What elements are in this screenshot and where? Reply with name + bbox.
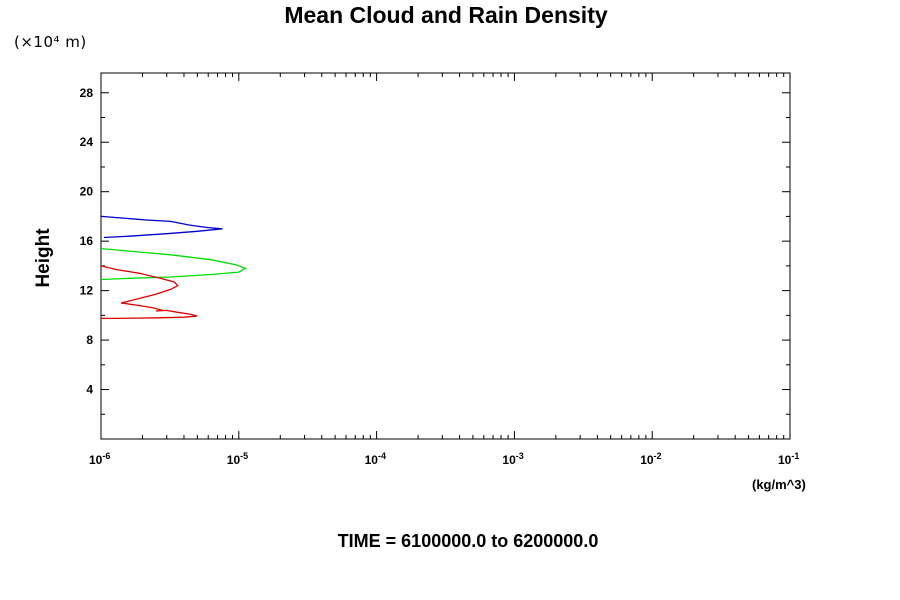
plot-frame [100, 72, 791, 440]
chart-title: Mean Cloud and Rain Density [284, 2, 608, 28]
y-tick-label: 20 [80, 185, 94, 199]
x-tick-exponent: -5 [240, 451, 248, 461]
y-tick-label: 8 [86, 333, 93, 347]
series-group [100, 215, 248, 320]
y-axis-ticks: 4 8 12 16 20 24 28 [80, 86, 790, 415]
y-tick-label: 28 [80, 86, 94, 100]
x-tick-exponent: -1 [791, 451, 799, 461]
x-tick-exponent: -6 [102, 451, 110, 461]
x-axis-unit: (kg/m^3) [752, 477, 806, 492]
series-line-1 [100, 215, 223, 239]
y-unit-text: (×10⁴ m) [14, 33, 87, 51]
x-tick-exponent: -2 [654, 451, 662, 461]
x-tick-exponent: -4 [378, 451, 386, 461]
x-tick-base: 10 [227, 453, 241, 467]
x-axis-ticks: 10-6 10-5 10-4 10-3 10-2 10-1 [89, 73, 799, 467]
x-tick-base: 10 [365, 453, 379, 467]
x-tick-base: 10 [502, 453, 516, 467]
y-tick-label: 12 [80, 284, 94, 298]
x-tick-label: 10-5 [227, 451, 248, 467]
y-tick-label: 4 [86, 383, 93, 397]
x-tick-exponent: -3 [516, 451, 524, 461]
x-tick-label: 10-4 [365, 451, 386, 467]
y-axis-unit: (×10⁴ m) [14, 33, 87, 51]
y-tick-label: 24 [80, 135, 94, 149]
series-line-2 [100, 247, 248, 281]
time-range-footer: TIME = 6100000.0 to 6200000.0 [337, 531, 599, 551]
x-tick-base: 10 [778, 453, 792, 467]
series-line-3 [100, 265, 198, 320]
y-tick-label: 16 [80, 234, 94, 248]
x-tick-base: 10 [640, 453, 654, 467]
x-tick-base: 10 [89, 453, 103, 467]
x-tick-label: 10-2 [640, 451, 661, 467]
x-tick-label: 10-6 [89, 451, 110, 467]
x-tick-label: 10-1 [778, 451, 799, 467]
x-tick-label: 10-3 [502, 451, 523, 467]
